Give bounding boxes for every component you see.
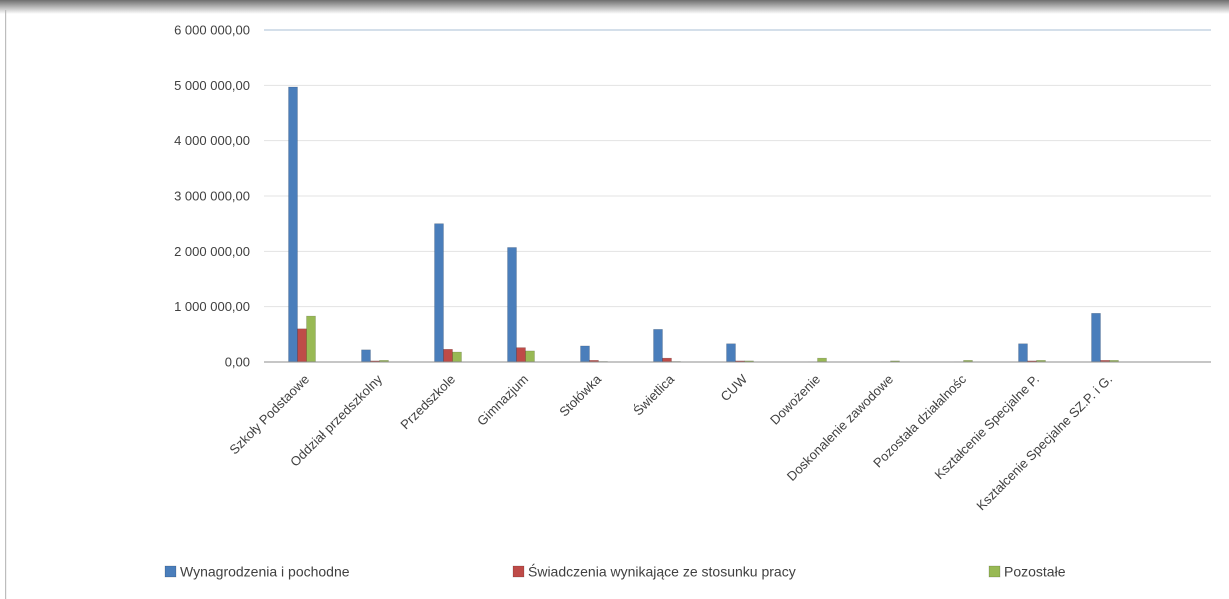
bar bbox=[443, 349, 453, 363]
category-label: Kształcenie Specjalne SZ.P. i G. bbox=[973, 372, 1115, 514]
bar bbox=[653, 329, 663, 363]
legend-label: Świadczenia wynikające ze stosunku pracy bbox=[528, 563, 796, 580]
y-tick-label: 1 000 000,00 bbox=[174, 299, 250, 314]
legend-label: Wynagrodzenia i pochodne bbox=[180, 564, 350, 580]
y-tick-label: 0,00 bbox=[225, 355, 250, 370]
bar-group bbox=[288, 86, 316, 363]
bar bbox=[361, 349, 371, 363]
category-label: CUW bbox=[718, 371, 751, 404]
top-shadow bbox=[0, 0, 1229, 14]
y-tick-label: 2 000 000,00 bbox=[174, 244, 250, 259]
bar-group bbox=[361, 349, 389, 363]
bar bbox=[434, 223, 444, 363]
bar bbox=[288, 86, 298, 363]
category-label: Stołówka bbox=[556, 371, 604, 419]
bar bbox=[1091, 313, 1101, 363]
y-tick-label: 6 000 000,00 bbox=[174, 23, 250, 38]
bar bbox=[662, 357, 672, 363]
y-axis-tick-labels: 0,00 1 000 000,00 2 000 000,00 3 000 000,00… bbox=[174, 23, 250, 370]
y-tick-label: 4 000 000,00 bbox=[174, 133, 250, 148]
bar bbox=[525, 350, 535, 363]
y-tick-label: 5 000 000,00 bbox=[174, 78, 250, 93]
legend-item: Pozostałe bbox=[988, 564, 1066, 580]
bar-group bbox=[580, 345, 608, 363]
bar bbox=[817, 357, 827, 363]
bar bbox=[726, 343, 736, 363]
category-label: Dowożenie bbox=[767, 372, 823, 428]
legend-swatch bbox=[988, 565, 1001, 578]
bar-group bbox=[726, 343, 754, 363]
bar-group bbox=[1018, 343, 1046, 363]
legend-swatch bbox=[164, 565, 177, 578]
bar-group bbox=[653, 329, 681, 363]
bar bbox=[297, 328, 307, 363]
legend-label: Pozostałe bbox=[1004, 564, 1066, 580]
bar bbox=[452, 351, 462, 363]
bar-group bbox=[434, 223, 462, 363]
left-border bbox=[5, 10, 7, 599]
y-tick-label: 3 000 000,00 bbox=[174, 189, 250, 204]
legend-swatch bbox=[512, 565, 525, 578]
bar bbox=[1018, 343, 1028, 363]
bar bbox=[580, 345, 590, 363]
bar-group bbox=[1091, 313, 1119, 363]
legend-item: Wynagrodzenia i pochodne bbox=[164, 564, 350, 580]
category-label: Przedszkole bbox=[397, 372, 458, 433]
legend: Wynagrodzenia i pochodne Świadczenia wyni… bbox=[164, 563, 1066, 580]
legend-item: Świadczenia wynikające ze stosunku pracy bbox=[512, 563, 796, 580]
bar bbox=[306, 315, 316, 363]
category-label: Gimnazjum bbox=[474, 372, 531, 429]
gridlines bbox=[264, 29, 1211, 308]
bar-group bbox=[808, 357, 827, 363]
category-label: Szkoły Podstaowe bbox=[226, 372, 312, 458]
bar-group bbox=[507, 247, 535, 363]
bars bbox=[288, 86, 1119, 363]
bar bbox=[507, 247, 517, 363]
bar bbox=[516, 347, 526, 363]
category-label: Świetlica bbox=[630, 371, 677, 418]
